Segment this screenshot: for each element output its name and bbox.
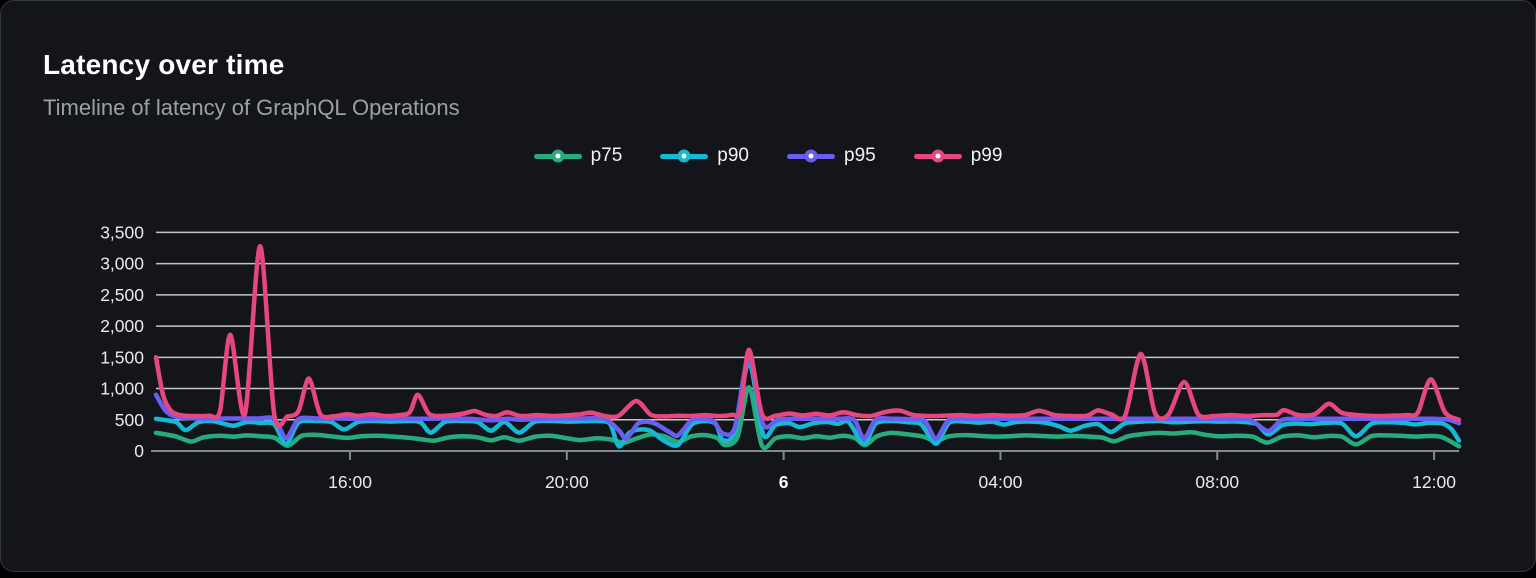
y-axis-label: 3,500 <box>100 222 144 242</box>
y-axis-label: 2,500 <box>100 285 144 305</box>
x-axis-label: 6 <box>779 472 789 492</box>
x-axis-label: 12:00 <box>1412 472 1456 492</box>
x-axis-label: 16:00 <box>328 472 372 492</box>
series-line-p90 <box>156 362 1459 447</box>
x-axis-label: 20:00 <box>545 472 589 492</box>
y-axis-label: 500 <box>115 410 144 430</box>
series-line-p99 <box>156 246 1459 426</box>
y-axis-label: 1,500 <box>100 347 144 367</box>
y-axis-label: 3,000 <box>100 254 144 274</box>
x-axis-label: 04:00 <box>979 472 1023 492</box>
y-axis-label: 1,000 <box>100 379 144 399</box>
y-axis-label: 0 <box>134 441 144 461</box>
x-axis-label: 08:00 <box>1195 472 1239 492</box>
y-axis-label: 2,000 <box>100 316 144 336</box>
